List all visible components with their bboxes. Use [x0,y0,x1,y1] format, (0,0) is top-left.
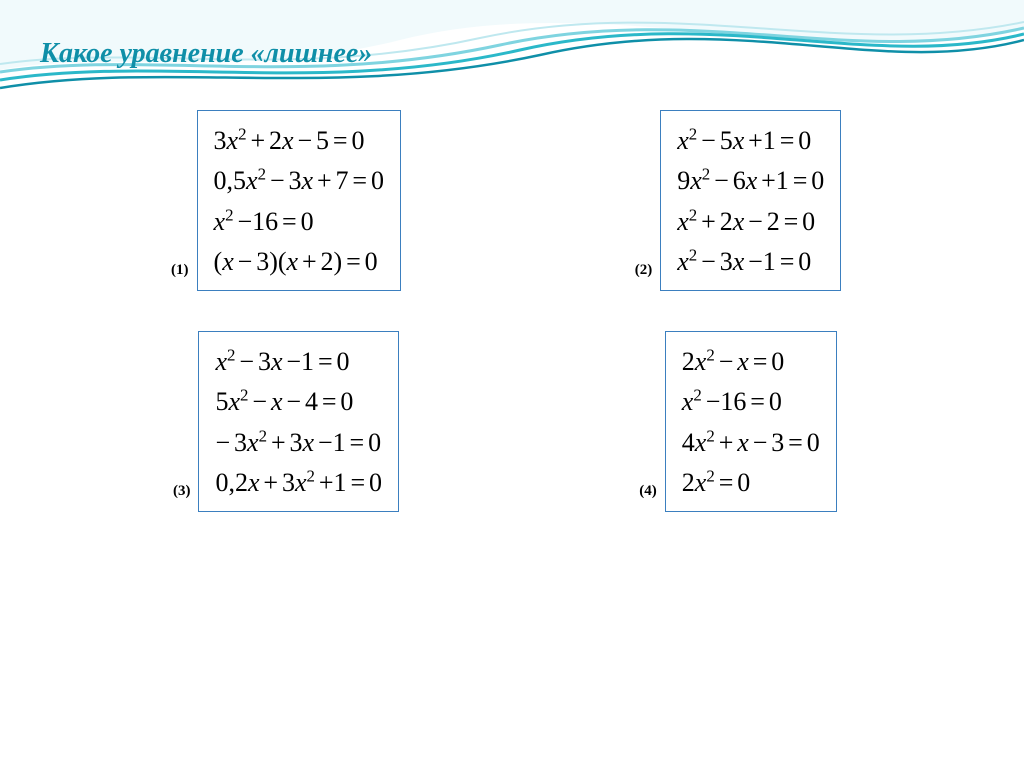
group-2: (2) x2−5x+1=0 9x2−6x+1=0 x2+2x−2=0 x2−3x… [512,110,964,291]
equation-box: 3x2+2x−5=0 0,5x2−3x+7=0 x2−16=0 (x−3)(x+… [197,110,401,291]
group-1: (1) 3x2+2x−5=0 0,5x2−3x+7=0 x2−16=0 (x−3… [60,110,512,291]
equation: x2−5x+1=0 [677,121,824,161]
equation: x2−3x−1=0 [215,342,382,382]
group-label: (1) [171,262,189,279]
equation: 2x2−x=0 [682,342,820,382]
equation-box: x2−5x+1=0 9x2−6x+1=0 x2+2x−2=0 x2−3x−1=0 [660,110,841,291]
equation: 9x2−6x+1=0 [677,161,824,201]
group-label: (4) [639,483,657,500]
equation-box: x2−3x−1=0 5x2−x−4=0 −3x2+3x−1=0 0,2x+3x2… [198,331,399,512]
equation: 5x2−x−4=0 [215,382,382,422]
equation: 3x2+2x−5=0 [214,121,384,161]
equation: x2−3x−1=0 [677,242,824,282]
equation: (x−3)(x+2)=0 [214,242,384,282]
equation: 0,5x2−3x+7=0 [214,161,384,201]
equation: x2−16=0 [682,382,820,422]
group-3: (3) x2−3x−1=0 5x2−x−4=0 −3x2+3x−1=0 0,2x… [60,331,512,512]
group-4: (4) 2x2−x=0 x2−16=0 4x2+x−3=0 2x2=0 [512,331,964,512]
equation: x2+2x−2=0 [677,202,824,242]
equation: −3x2+3x−1=0 [215,423,382,463]
equation: x2−16=0 [214,202,384,242]
equation-grid: (1) 3x2+2x−5=0 0,5x2−3x+7=0 x2−16=0 (x−3… [0,110,1024,512]
group-label: (3) [173,483,191,500]
page-title: Какое уравнение «лишнее» [40,38,372,70]
equation-box: 2x2−x=0 x2−16=0 4x2+x−3=0 2x2=0 [665,331,837,512]
equation: 2x2=0 [682,463,820,503]
equation: 0,2x+3x2+1=0 [215,463,382,503]
group-label: (2) [635,262,653,279]
equation: 4x2+x−3=0 [682,423,820,463]
